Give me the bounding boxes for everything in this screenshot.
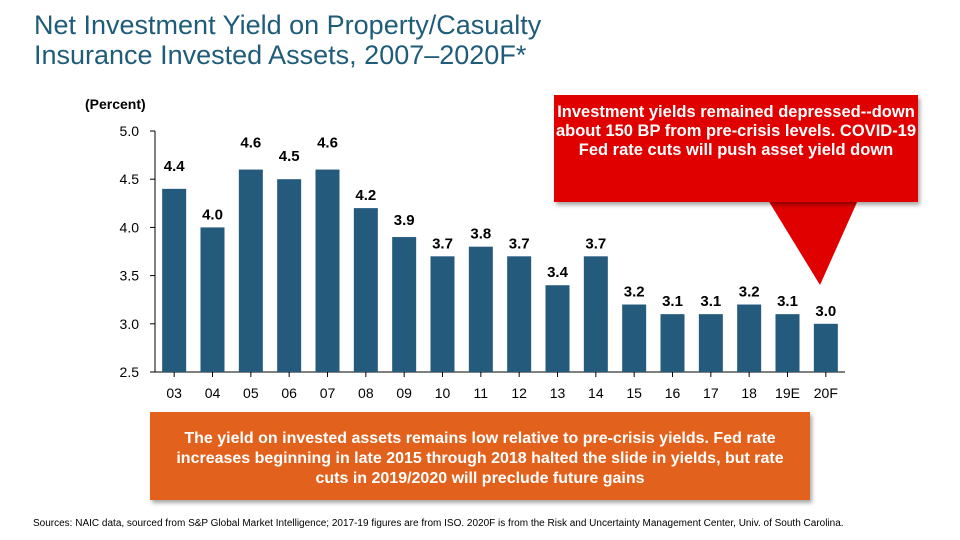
y-tick-label: 2.5 (120, 364, 140, 380)
callout-text: Investment yields remained depressed--do… (555, 103, 917, 159)
sources-footnote: Sources: NAIC data, sourced from S&P Glo… (33, 518, 844, 529)
x-tick-label: 12 (511, 385, 527, 401)
data-label-04: 4.0 (202, 206, 223, 223)
bar-09 (392, 237, 417, 372)
x-tick-label: 17 (703, 385, 719, 401)
y-axis-unit-label: (Percent) (85, 96, 146, 112)
bar-15 (622, 304, 647, 372)
callout-box: Investment yields remained depressed--do… (554, 95, 918, 202)
y-tick-label: 3.5 (120, 268, 140, 284)
x-tick-label: 10 (435, 385, 451, 401)
y-tick-label: 4.0 (120, 219, 140, 235)
data-label-03: 4.4 (164, 158, 186, 175)
bar-12 (507, 256, 532, 372)
data-label-12: 3.7 (509, 235, 530, 252)
x-tick-label: 05 (243, 385, 259, 401)
x-tick-label: 04 (205, 385, 221, 401)
data-label-08: 4.2 (355, 187, 376, 204)
bar-11 (468, 246, 493, 372)
bar-19E (775, 314, 800, 372)
data-label-16: 3.1 (662, 293, 683, 310)
x-tick-label: 13 (550, 385, 566, 401)
data-label-13: 3.4 (547, 264, 569, 281)
bar-10 (430, 256, 455, 372)
y-tick-label: 3.0 (120, 316, 140, 332)
x-tick-label: 11 (474, 385, 489, 401)
bar-05 (238, 169, 263, 372)
data-label-20F: 3.0 (815, 303, 836, 320)
bar-18 (737, 304, 762, 372)
chart-title: Net Investment Yield on Property/Casualt… (34, 10, 734, 70)
bar-13 (545, 285, 570, 372)
x-tick-label: 06 (281, 385, 297, 401)
data-label-15: 3.2 (624, 284, 645, 301)
x-tick-label: 07 (320, 385, 336, 401)
data-label-10: 3.7 (432, 235, 453, 252)
y-tick-label: 4.5 (120, 171, 140, 187)
bar-17 (698, 314, 723, 372)
bar-03 (162, 188, 187, 372)
data-label-19E: 3.1 (777, 293, 798, 310)
x-tick-label: 19E (775, 385, 800, 401)
data-label-05: 4.6 (240, 135, 261, 152)
data-label-07: 4.6 (317, 135, 338, 152)
data-label-11: 3.8 (470, 226, 491, 243)
x-tick-label: 09 (396, 385, 412, 401)
summary-note-text: The yield on invested assets remains low… (176, 430, 784, 487)
x-tick-label: 20F (814, 385, 838, 401)
bar-08 (353, 208, 378, 372)
data-label-17: 3.1 (700, 293, 721, 310)
x-tick-label: 15 (626, 385, 642, 401)
x-tick-label: 16 (665, 385, 681, 401)
data-label-09: 3.9 (394, 212, 415, 229)
data-label-06: 4.5 (279, 148, 300, 165)
summary-note-box: The yield on invested assets remains low… (150, 412, 810, 500)
bar-14 (583, 256, 608, 372)
x-tick-label: 08 (358, 385, 374, 401)
bar-16 (660, 314, 685, 372)
bar-04 (200, 227, 225, 372)
x-tick-label: 03 (166, 385, 182, 401)
bar-06 (277, 179, 302, 372)
data-label-18: 3.2 (739, 284, 760, 301)
x-tick-label: 18 (741, 385, 757, 401)
y-tick-label: 5.0 (120, 123, 140, 139)
data-label-14: 3.7 (585, 235, 606, 252)
bar-20F (813, 323, 838, 372)
bar-07 (315, 169, 340, 372)
x-tick-label: 14 (588, 385, 604, 401)
chart-title-line-2: Insurance Invested Assets, 2007–2020F* (34, 40, 527, 70)
chart-title-line-1: Net Investment Yield on Property/Casualt… (34, 10, 542, 40)
